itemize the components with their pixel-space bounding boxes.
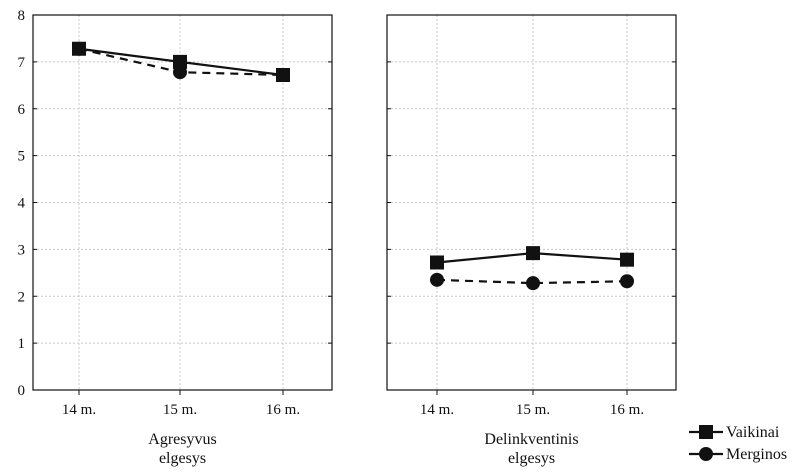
panel-title-line: elgesys [159,450,206,467]
y-tick-label: 6 [18,102,26,118]
legend-item-merginos: Merginos [689,446,787,463]
y-tick-label: 5 [18,149,26,165]
data-point-square [430,255,444,270]
series-line [436,278,628,285]
y-tick-label: 4 [18,196,26,212]
x-tick-label: 15 m. [163,402,197,418]
data-point-circle [526,276,540,291]
data-point-square [72,41,86,56]
plot-frame [386,14,677,391]
legend-label: Vaikinai [726,424,780,441]
panel-2: 14 m. 15 m. 16 m. Delinkventinis elgesys [386,14,677,467]
data-point-square [276,68,290,82]
legend-circle-marker [699,447,713,461]
panel-title-line: elgesys [508,450,555,467]
panel-title-line: Agresyvus [148,431,216,448]
panel-1: 0 1 2 3 4 5 6 7 8 14 m. 15 m. 16 m. Agresyvus elgesys [18,8,333,467]
x-tick-label: 16 m. [610,402,644,418]
y-tick-label: 0 [18,383,26,399]
data-point-square [620,252,634,267]
y-tick-label: 8 [18,8,26,24]
x-tick-label: 14 m. [420,402,454,418]
x-tick-label: 15 m. [516,402,550,418]
data-point-circle [430,272,444,287]
y-tick-label: 2 [18,289,26,305]
legend-square-marker [699,425,713,439]
x-tick-label: 14 m. [62,402,96,418]
legend-label: Merginos [726,446,787,463]
data-point-square [526,246,540,261]
data-point-circle [620,274,634,289]
series-merginos [430,272,634,291]
y-tick-label: 1 [18,336,26,352]
y-tick-label: 3 [18,242,26,258]
panel-title-line: Delinkventinis [484,431,578,448]
series-vaikinai [72,41,290,82]
data-point-square [173,54,187,69]
y-tick-label: 7 [18,55,26,71]
series-vaikinai [430,246,634,270]
legend-item-vaikinai: Vaikinai [689,424,780,441]
panels-layer: 0 1 2 3 4 5 6 7 8 14 m. 15 m. 16 m. Agresyvus elgesys… [18,8,677,467]
x-tick-label: 16 m. [266,402,300,418]
plot-frame [32,14,333,391]
legend: Vaikinai Merginos [689,424,787,463]
